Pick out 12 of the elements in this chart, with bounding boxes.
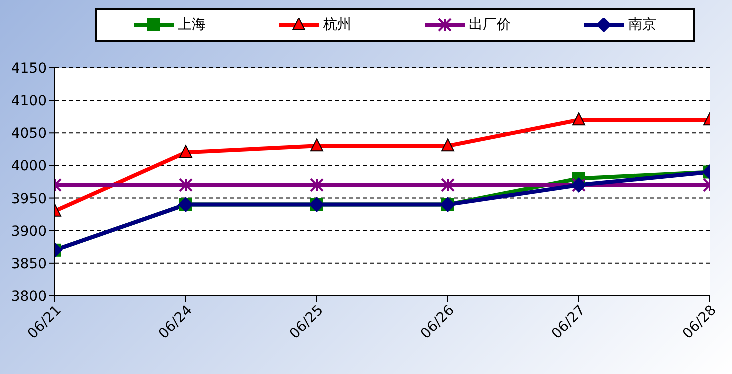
legend-label: 出厂价 [468, 16, 511, 34]
y-tick-label: 4150 [11, 60, 47, 77]
y-tick-label: 3950 [11, 191, 47, 208]
legend-label: 杭州 [322, 16, 352, 34]
legend-label: 南京 [627, 16, 656, 34]
y-tick-label: 4000 [11, 158, 47, 175]
y-tick-label: 3900 [11, 224, 47, 240]
legend-label: 上海 [176, 16, 206, 34]
y-tick-label: 4100 [11, 94, 47, 110]
y-tick-label: 3850 [11, 256, 47, 272]
y-tick-label: 4050 [11, 126, 47, 142]
y-tick-label: 3800 [11, 288, 47, 305]
